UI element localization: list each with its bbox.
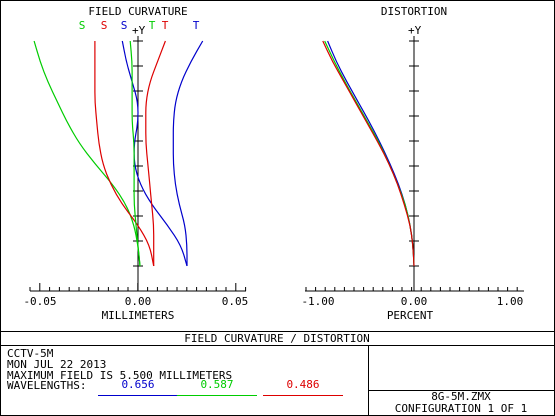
legend-letter: S xyxy=(121,19,128,32)
footer-max-field: MAXIMUM FIELD IS 5.500 MILLIMETERS xyxy=(7,369,232,382)
legend-letter: T xyxy=(162,19,169,32)
wavelength-value: 0.486 xyxy=(286,378,319,391)
tangential-series-line xyxy=(129,40,141,267)
wavelength-value: 0.587 xyxy=(200,378,233,391)
distortion-x-label: PERCENT xyxy=(387,309,434,322)
legend-letter: T xyxy=(149,19,156,32)
distortion-chart: DISTORTION +Y -1.00 0.00 1.00 PERCENT xyxy=(301,5,524,322)
distortion-x-ticks xyxy=(305,287,518,291)
footer-banner: FIELD CURVATURE / DISTORTION xyxy=(184,332,369,345)
series-line xyxy=(324,40,415,267)
footer-wavelengths-label: WAVELENGTHS: xyxy=(7,379,86,392)
field-curvature-title: FIELD CURVATURE xyxy=(88,5,187,18)
legend-letter: S xyxy=(101,19,108,32)
field-curvature-x-ticks xyxy=(29,283,247,291)
sagittal-series-line xyxy=(94,41,155,267)
legend-letter: S xyxy=(79,19,86,32)
field-curvature-series xyxy=(33,40,204,267)
field-curvature-y-label: +Y xyxy=(132,24,146,37)
footer-block: FIELD CURVATURE / DISTORTION CCTV-5M MON… xyxy=(0,331,555,416)
field-curvature-x-label: MILLIMETERS xyxy=(102,309,175,322)
footer-file-name: 8G-5M.ZMX xyxy=(431,390,491,403)
legend-letter: T xyxy=(193,19,200,32)
footer-configuration: CONFIGURATION 1 OF 1 xyxy=(395,402,527,415)
wavelength-value: 0.656 xyxy=(121,378,154,391)
footer-date: MON JUL 22 2013 xyxy=(7,358,106,371)
distortion-xtick-label: -1.00 xyxy=(301,295,334,308)
distortion-xtick-label: 0.00 xyxy=(401,295,428,308)
field-curvature-xtick-label: 0.00 xyxy=(125,295,152,308)
field-curvature-xtick-label: -0.05 xyxy=(23,295,56,308)
sagittal-series-line xyxy=(33,40,141,267)
wavelength-list: 0.656 0.587 0.486 xyxy=(98,378,343,396)
field-curvature-xtick-label: 0.05 xyxy=(222,295,249,308)
tangential-series-line xyxy=(145,40,166,266)
series-line xyxy=(322,40,415,267)
distortion-title: DISTORTION xyxy=(381,5,447,18)
tangential-series-line xyxy=(172,40,204,267)
distortion-y-label: +Y xyxy=(408,24,422,37)
distortion-series xyxy=(322,40,415,267)
footer-lens-name: CCTV-5M xyxy=(7,347,54,360)
distortion-xtick-label: 1.00 xyxy=(497,295,524,308)
